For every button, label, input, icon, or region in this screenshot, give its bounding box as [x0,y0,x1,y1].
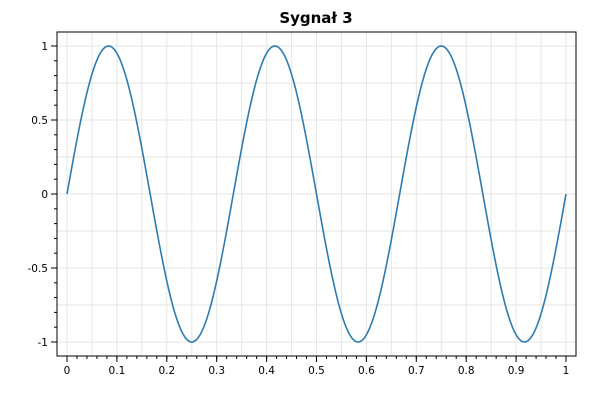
y-tick-label: 0.5 [31,115,48,127]
x-tick-label: 0.8 [458,365,475,377]
x-tick-label: 0.4 [258,365,275,377]
x-tick-label: 0.9 [508,365,525,377]
x-tick-label: 1 [563,365,570,377]
grid-lines [57,32,576,356]
x-tick-label: 0 [64,365,71,377]
x-tick-label: 0.3 [208,365,225,377]
y-tick-label: 1 [41,41,48,53]
series-layer [66,45,567,343]
chart-title: Sygnał 3 [279,9,352,27]
x-tick-label: 0.2 [158,365,175,377]
y-tick-label: -0.5 [28,263,49,275]
series-line [66,45,567,343]
y-tick-label: -1 [38,337,48,349]
x-tick-label: 0.7 [408,365,425,377]
y-axis: 1 0.5 0 -0.5 -1 [28,41,57,349]
x-tick-label: 0.1 [109,365,126,377]
x-tick-label: 0.6 [358,365,375,377]
x-tick-label: 0.5 [308,365,325,377]
y-tick-label: 0 [41,189,48,201]
x-axis: 0 0.1 0.2 0.3 0.4 0.5 0.6 0.7 0.8 0.9 1 [64,356,570,377]
